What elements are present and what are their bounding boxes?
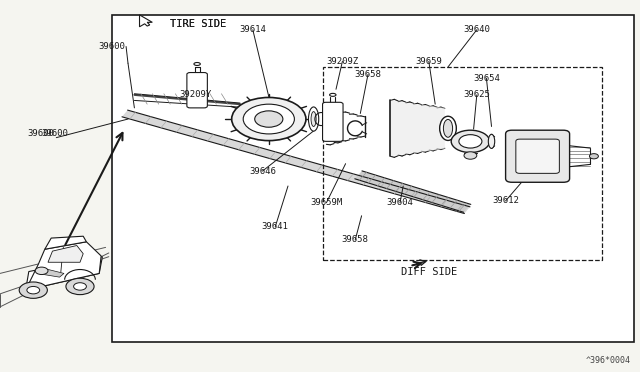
Circle shape (451, 130, 490, 153)
FancyBboxPatch shape (516, 139, 559, 173)
Ellipse shape (311, 112, 316, 126)
Circle shape (35, 267, 48, 275)
FancyBboxPatch shape (323, 102, 343, 141)
Text: 39659: 39659 (415, 57, 442, 66)
Text: 39600: 39600 (98, 42, 125, 51)
Text: TIRE SIDE: TIRE SIDE (170, 19, 226, 29)
Polygon shape (48, 246, 83, 262)
Text: 39641: 39641 (262, 222, 289, 231)
Text: 39654: 39654 (473, 74, 500, 83)
Text: 39658: 39658 (342, 235, 369, 244)
Text: 39625: 39625 (463, 90, 490, 99)
Circle shape (19, 282, 47, 298)
Text: 39612: 39612 (492, 196, 519, 205)
Circle shape (243, 104, 294, 134)
Polygon shape (122, 110, 470, 214)
Ellipse shape (194, 62, 200, 65)
Bar (112, 15, 634, 342)
Ellipse shape (444, 119, 452, 137)
Polygon shape (37, 268, 64, 277)
Circle shape (464, 152, 477, 159)
Text: DIFF SIDE: DIFF SIDE (401, 267, 457, 276)
Circle shape (74, 283, 86, 290)
Circle shape (232, 97, 306, 141)
Text: 39659M: 39659M (310, 198, 342, 207)
Text: 39604: 39604 (387, 198, 413, 207)
Text: 39614: 39614 (239, 25, 266, 34)
FancyBboxPatch shape (506, 130, 570, 182)
Text: 39640: 39640 (463, 25, 490, 34)
Text: 39600: 39600 (41, 129, 68, 138)
Polygon shape (26, 242, 101, 290)
Text: TIRE SIDE: TIRE SIDE (170, 19, 226, 29)
Ellipse shape (440, 116, 456, 141)
Circle shape (589, 154, 598, 159)
Circle shape (66, 278, 94, 295)
Ellipse shape (488, 134, 495, 148)
FancyBboxPatch shape (187, 73, 207, 108)
Polygon shape (45, 236, 86, 249)
Text: 39209Y: 39209Y (179, 90, 211, 99)
Bar (323, 67, 602, 260)
Ellipse shape (330, 93, 336, 96)
Polygon shape (355, 171, 471, 212)
Circle shape (27, 286, 40, 294)
Circle shape (255, 111, 283, 127)
Circle shape (459, 135, 482, 148)
Ellipse shape (308, 107, 319, 131)
Polygon shape (26, 257, 102, 290)
Text: 39658: 39658 (355, 70, 381, 79)
Polygon shape (140, 15, 152, 27)
Text: ^396*0004: ^396*0004 (586, 356, 630, 365)
Polygon shape (390, 100, 445, 156)
Text: 39646: 39646 (249, 167, 276, 176)
Text: 39209Z: 39209Z (326, 57, 358, 66)
Text: 39600: 39600 (28, 129, 54, 138)
